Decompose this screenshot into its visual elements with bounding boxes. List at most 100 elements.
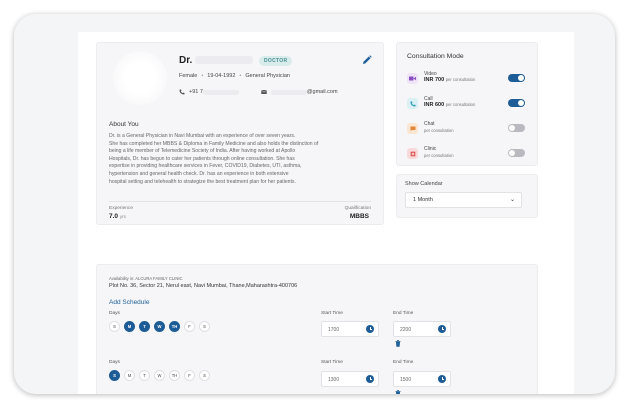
end-time-input[interactable]: 1500 — [393, 371, 451, 387]
day-monday[interactable]: M — [124, 370, 135, 381]
clock-icon — [366, 325, 374, 333]
email-address: @gmail.com — [306, 89, 338, 95]
profile-card: Dr. DOCTOR Female • 19-04-1992 • General Phy… — [96, 42, 384, 225]
day-saturday[interactable]: S — [199, 370, 210, 381]
clinic-address: Plot No. 36, Sector 21, Nerul east, Navi… — [109, 283, 298, 289]
app-frame: Dr. DOCTOR Female • 19-04-1992 • General Phy… — [14, 14, 615, 394]
availability-clinic: Availability in: ALCURA FAMILY CLINIC — [109, 276, 183, 281]
day-saturday[interactable]: S — [199, 321, 210, 332]
chevron-down-icon: ⌄ — [509, 197, 515, 203]
day-wednesday[interactable]: W — [154, 321, 165, 332]
end-time-label: End Time — [393, 360, 414, 365]
chat-icon — [407, 123, 418, 134]
mode-name: Call — [424, 96, 433, 102]
clock-icon — [438, 325, 446, 333]
mode-price: INR 700 per consultation — [424, 77, 475, 83]
about-title: About You — [109, 121, 139, 128]
start-time-input[interactable]: 1700 — [321, 321, 379, 337]
start-time-value: 1700 — [328, 327, 340, 333]
day-thursday[interactable]: TH — [169, 321, 180, 332]
end-time-value: 1500 — [400, 377, 412, 383]
mode-price: INR 600 per consultation — [424, 102, 475, 108]
day-picker: S M T W TH F S — [109, 321, 210, 332]
mail-icon — [261, 89, 267, 94]
clock-icon — [366, 375, 374, 383]
profile-meta: Female • 19-04-1992 • General Physician — [179, 73, 290, 79]
avatar — [113, 51, 167, 105]
day-wednesday[interactable]: W — [154, 370, 165, 381]
qualification-label: Qualification — [344, 206, 371, 211]
gender: Female — [179, 73, 198, 79]
start-time-label: Start Time — [321, 360, 343, 365]
day-tuesday[interactable]: T — [139, 370, 150, 381]
start-time-input[interactable]: 1300 — [321, 371, 379, 387]
mode-clinic: Clinic per consultation — [407, 146, 529, 166]
date-of-birth: 19-04-1992 — [207, 73, 236, 79]
end-time-label: End Time — [393, 311, 414, 316]
clinic-icon — [407, 148, 418, 159]
phone-icon — [407, 98, 418, 109]
about-line: expertise in providing healthcare servic… — [109, 163, 302, 170]
video-icon — [407, 73, 418, 84]
call-toggle[interactable] — [508, 99, 525, 107]
page-content: Dr. DOCTOR Female • 19-04-1992 • General Phy… — [78, 32, 574, 394]
start-time-label: Start Time — [321, 311, 343, 316]
contact-row: +91 7 @gmail.com — [179, 89, 338, 95]
chat-toggle[interactable] — [508, 124, 525, 132]
phone-icon — [179, 89, 185, 95]
add-schedule-link[interactable]: Add Schedule — [109, 299, 150, 306]
pencil-icon[interactable] — [362, 55, 372, 65]
clock-icon — [438, 375, 446, 383]
consultation-card: Consultation Mode Video INR 700 per cons… — [396, 42, 538, 166]
day-thursday[interactable]: TH — [169, 370, 180, 381]
schedule-card: Availability in: ALCURA FAMILY CLINIC Pl… — [96, 264, 538, 394]
mode-chat: Chat per consultation — [407, 121, 529, 141]
trash-icon[interactable] — [395, 390, 401, 394]
about-line: She has completed her MBBS & Diploma in … — [109, 140, 319, 147]
day-picker: S M T W TH F S — [109, 370, 210, 381]
calendar-selected-value: 1 Month — [413, 197, 433, 203]
experience-number: 7.0 — [109, 213, 119, 220]
about-line: Dr. is a General Physician in Navi Mumba… — [109, 133, 296, 139]
redacted-email — [270, 89, 307, 95]
about-line: hypertension and general health check. D… — [109, 170, 289, 177]
doctor-badge: DOCTOR — [259, 56, 293, 66]
trash-icon[interactable] — [395, 340, 401, 347]
experience-unit: yrs — [119, 214, 126, 219]
day-friday[interactable]: F — [184, 370, 195, 381]
mode-name: Clinic — [424, 146, 437, 152]
video-toggle[interactable] — [508, 74, 525, 82]
phone-number: +91 7 — [189, 89, 203, 95]
end-time-value: 2200 — [400, 327, 412, 333]
qualification-value: MBBS — [349, 213, 369, 220]
calendar-select[interactable]: 1 Month ⌄ — [405, 192, 522, 208]
experience-label: Experience — [109, 206, 133, 211]
price-per: per consultation — [445, 77, 476, 82]
specialty: General Physician — [245, 73, 290, 79]
price-per: per consultation — [445, 102, 476, 107]
about-text: Dr. is a General Physician in Navi Mumba… — [109, 133, 373, 186]
clinic-toggle[interactable] — [508, 149, 525, 157]
price-per: per consultation — [424, 153, 454, 158]
mode-name: Video — [424, 71, 437, 77]
start-time-value: 1300 — [328, 377, 340, 383]
redacted-phone — [202, 89, 239, 95]
day-sunday[interactable]: S — [109, 321, 120, 332]
day-tuesday[interactable]: T — [139, 321, 150, 332]
divider — [109, 201, 371, 202]
mode-call: Call INR 600 per consultation — [407, 96, 529, 116]
day-monday[interactable]: M — [124, 321, 135, 332]
experience-value: 7.0 yrs — [109, 213, 126, 220]
days-label: Days — [109, 360, 120, 365]
day-sunday[interactable]: S — [109, 370, 120, 381]
doctor-name: Dr. — [179, 55, 254, 66]
days-label: Days — [109, 311, 120, 316]
end-time-input[interactable]: 2200 — [393, 321, 451, 337]
redacted-name — [195, 56, 254, 65]
about-line: hospital setting and telehealth to strat… — [109, 178, 296, 185]
consultation-title: Consultation Mode — [407, 53, 464, 60]
calendar-card: Show Calendar 1 Month ⌄ — [396, 174, 538, 218]
price-value: INR 600 — [424, 102, 445, 108]
price-per: per consultation — [424, 128, 454, 133]
day-friday[interactable]: F — [184, 321, 195, 332]
